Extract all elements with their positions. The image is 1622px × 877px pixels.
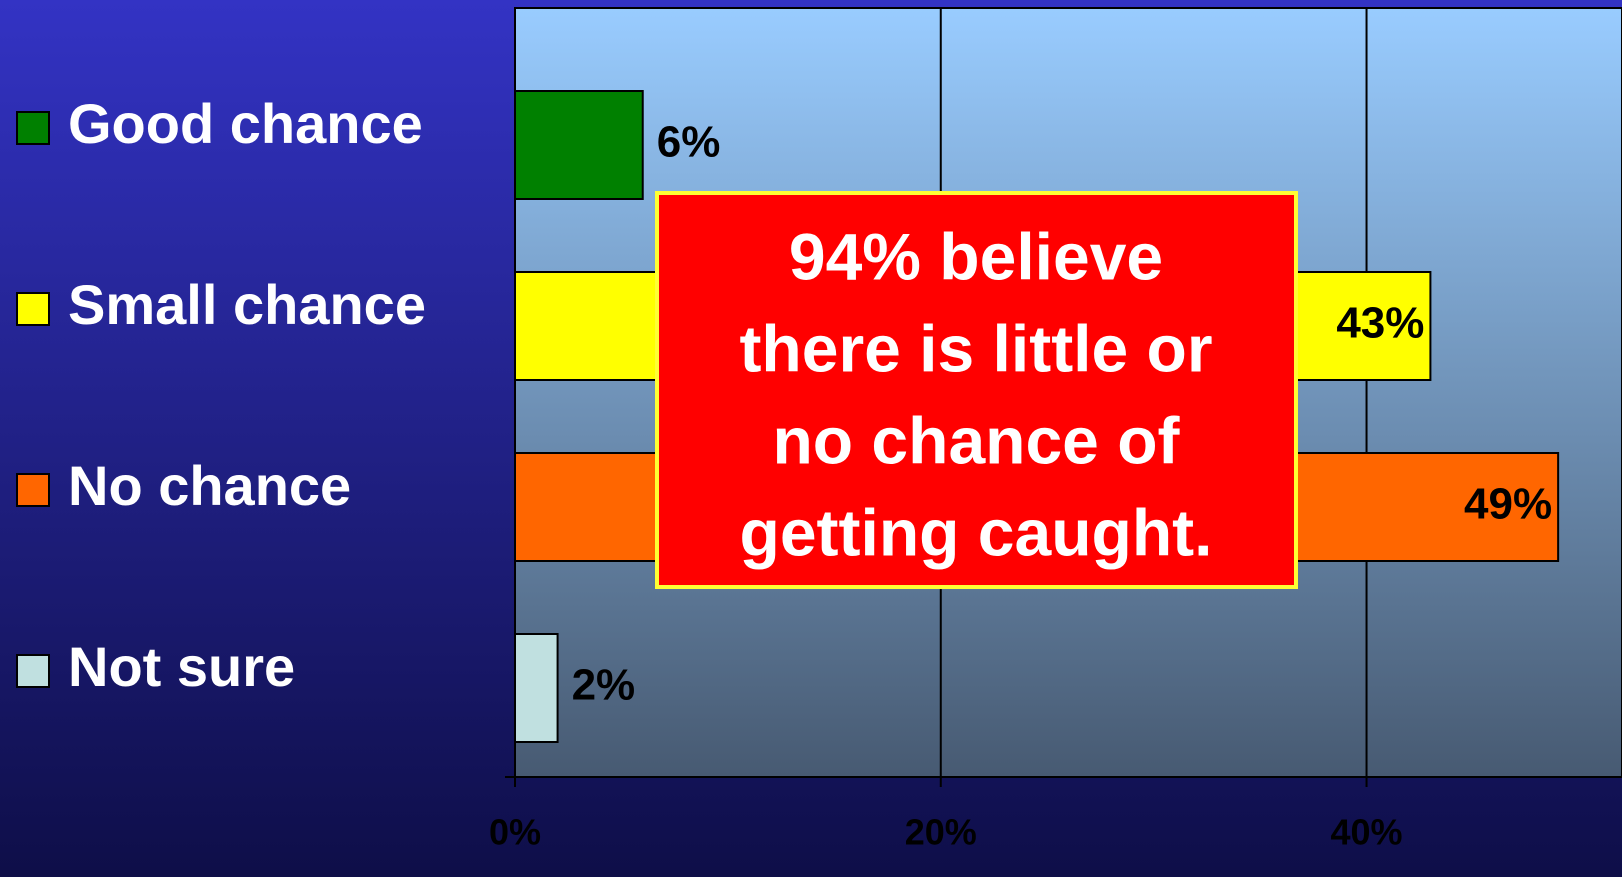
annotation-text: getting caught. bbox=[740, 495, 1213, 569]
legend-swatch bbox=[16, 473, 50, 507]
legend-label: No chance bbox=[68, 454, 351, 517]
x-tick-label: 20% bbox=[905, 812, 977, 853]
x-tick-label: 40% bbox=[1331, 812, 1403, 853]
legend-label: Not sure bbox=[68, 635, 295, 698]
legend-label: Good chance bbox=[68, 92, 423, 155]
x-tick-label: 0% bbox=[489, 812, 541, 853]
legend-label: Small chance bbox=[68, 273, 426, 336]
legend-swatch bbox=[16, 111, 50, 145]
annotation-text: there is little or bbox=[739, 311, 1212, 385]
annotation-text: no chance of bbox=[772, 403, 1180, 477]
data-label: 2% bbox=[572, 661, 636, 710]
legend-swatch bbox=[16, 292, 50, 326]
data-label: 6% bbox=[657, 118, 721, 167]
data-label: 49% bbox=[1464, 480, 1552, 529]
annotation-text: 94% believe bbox=[789, 219, 1163, 293]
annotation-box bbox=[655, 191, 1298, 589]
bar bbox=[514, 633, 559, 743]
legend-swatch bbox=[16, 654, 50, 688]
data-label: 43% bbox=[1336, 299, 1424, 348]
bar bbox=[514, 90, 644, 200]
